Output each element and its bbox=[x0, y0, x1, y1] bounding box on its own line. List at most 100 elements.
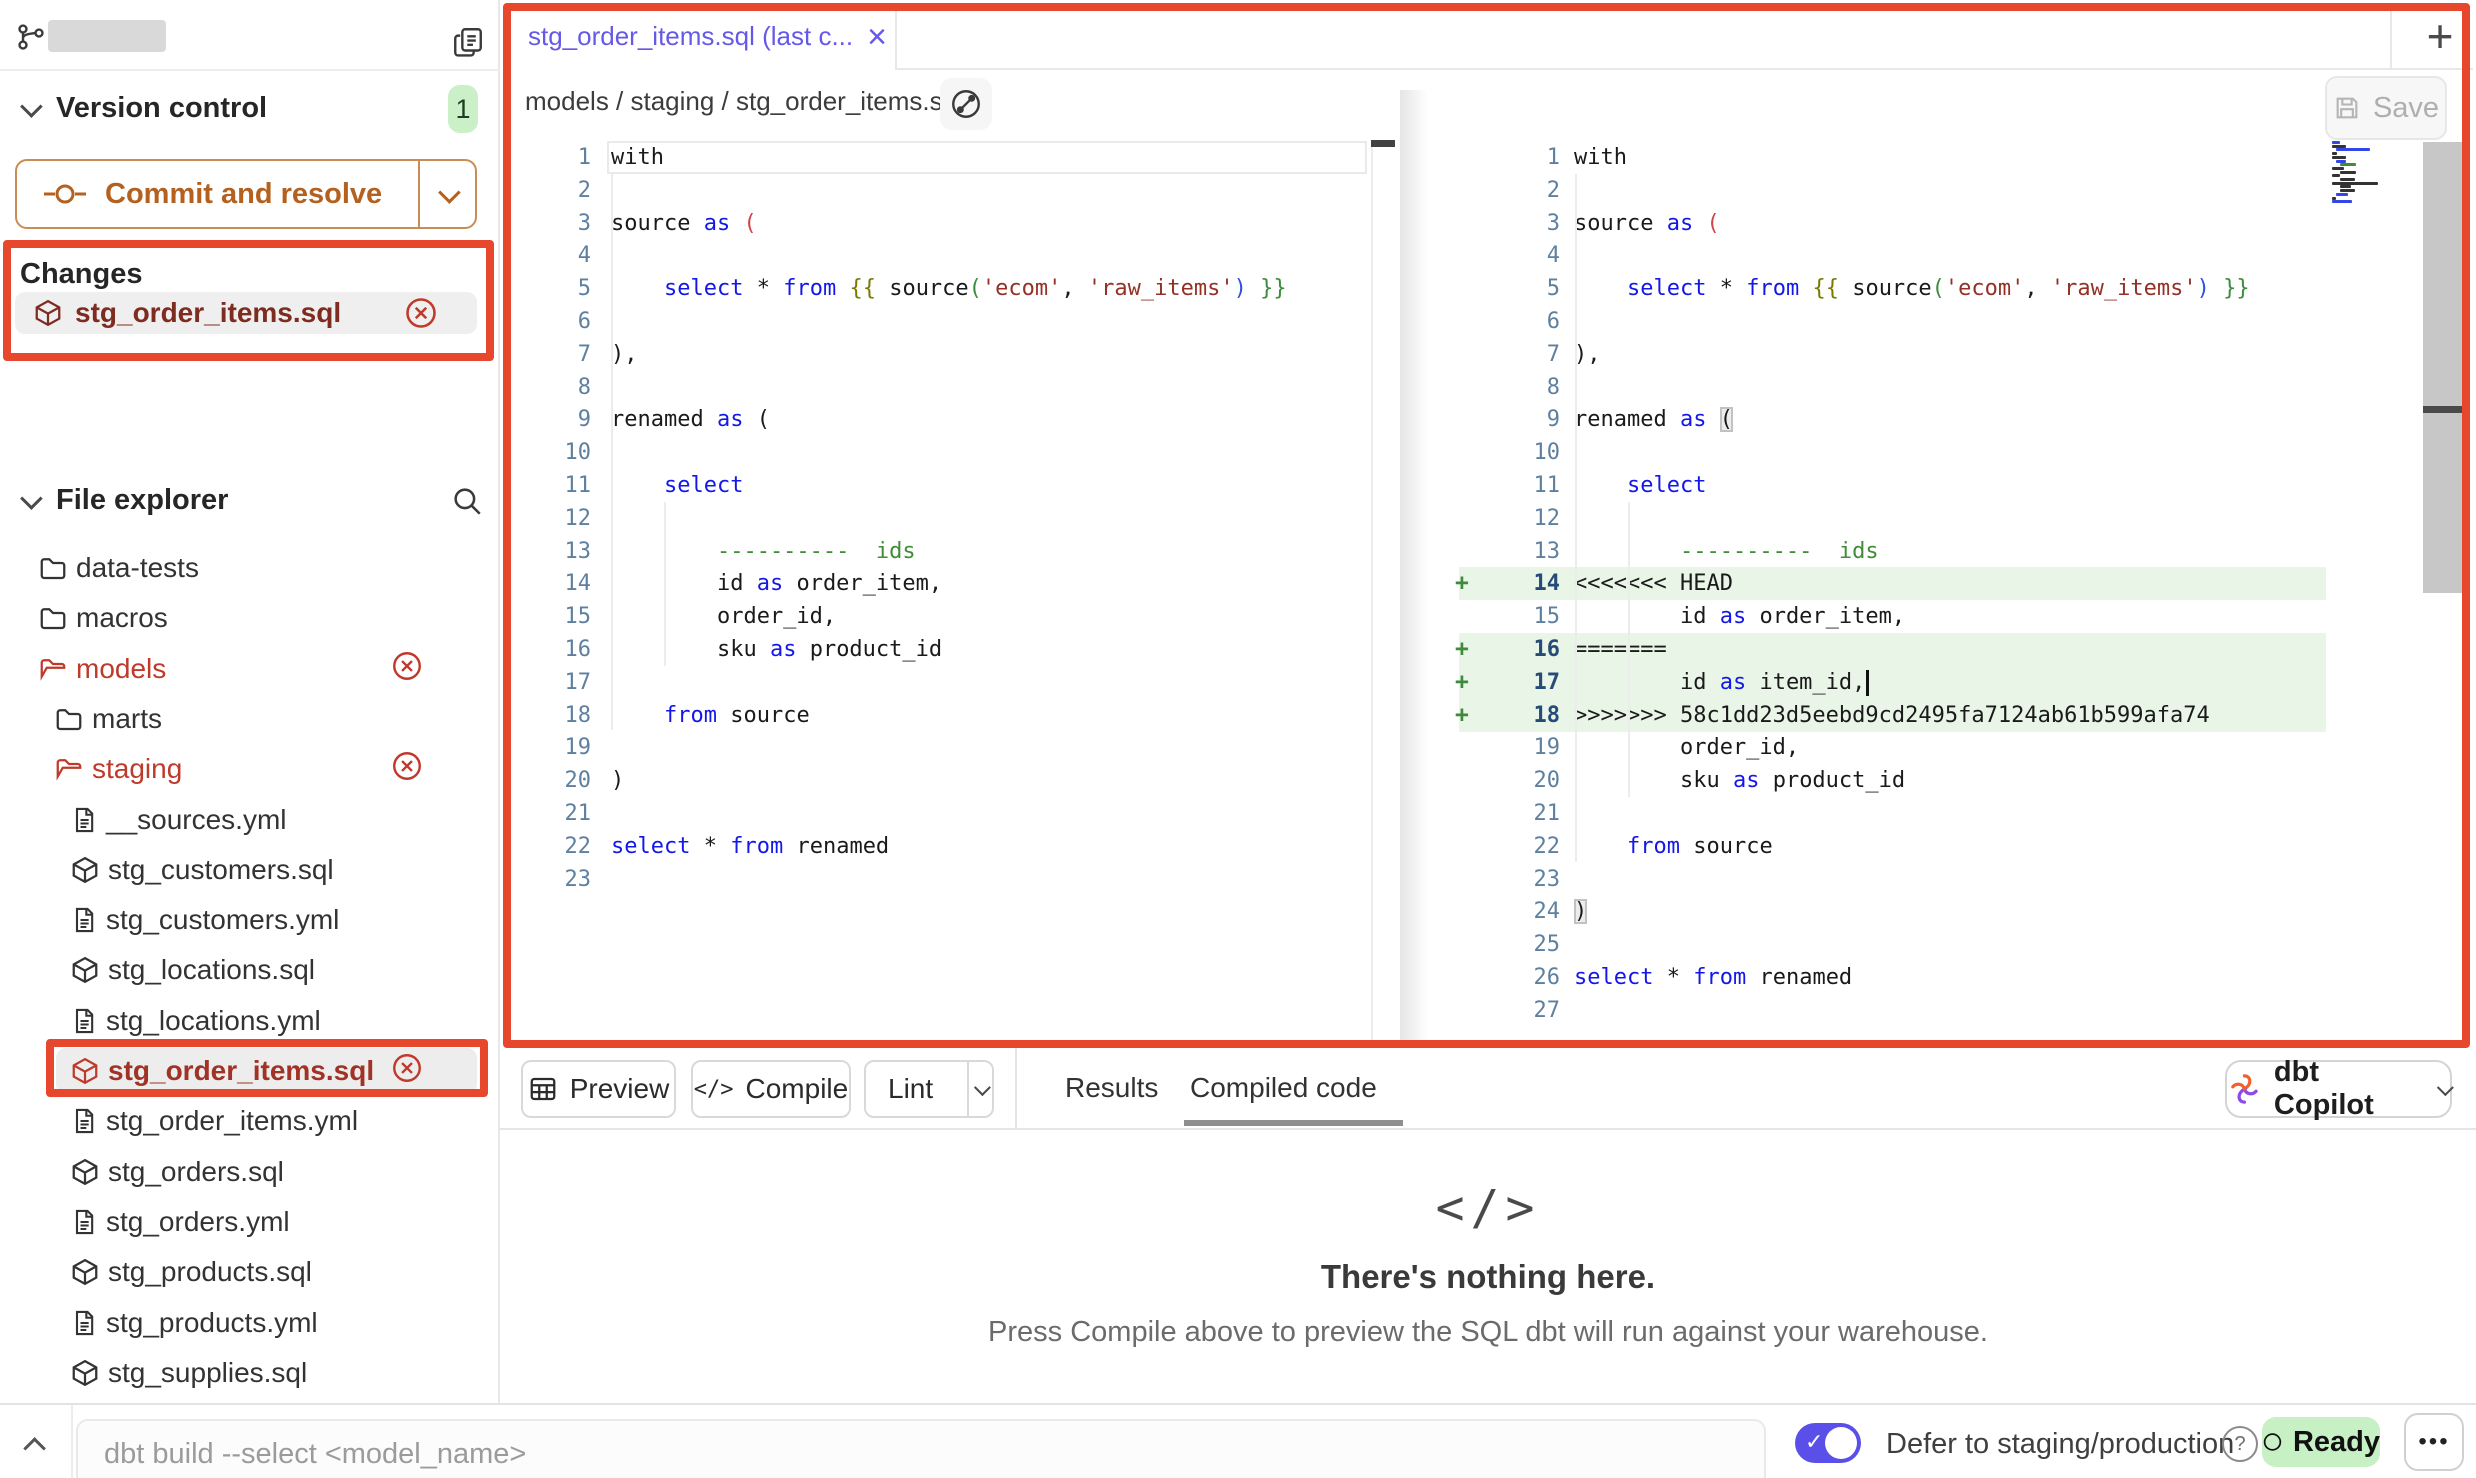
code-line-24[interactable]: 24) bbox=[1400, 895, 2423, 928]
commit-dropdown[interactable] bbox=[418, 161, 475, 227]
code-line-19[interactable]: 19 order_id, bbox=[1400, 731, 2423, 764]
code-line-6[interactable]: 6 bbox=[503, 305, 1371, 338]
code-line-5[interactable]: 5 select * from {{ source('ecom', 'raw_i… bbox=[503, 272, 1371, 305]
discard-change-icon[interactable] bbox=[403, 295, 439, 331]
discard-change-icon[interactable] bbox=[390, 649, 430, 689]
file-tree-item-macros[interactable]: macros bbox=[0, 593, 500, 643]
file-tree-item--sources-yml[interactable]: __sources.yml bbox=[0, 795, 500, 845]
lint-dropdown[interactable] bbox=[967, 1062, 992, 1116]
file-tree-item-stg-locations-sql[interactable]: stg_locations.sql bbox=[0, 945, 500, 995]
code-line-21[interactable]: 21 bbox=[503, 797, 1371, 830]
defer-toggle[interactable]: ✓ bbox=[1795, 1423, 1861, 1463]
lineage-icon[interactable] bbox=[940, 78, 992, 130]
file-tree-item-stg-orders-yml[interactable]: stg_orders.yml bbox=[0, 1197, 500, 1247]
code-line-17[interactable]: 17 bbox=[503, 666, 1371, 699]
code-line-18[interactable]: +18 >>>>>>> 58c1dd23d5eebd9cd2495fa7124ab… bbox=[1400, 698, 2423, 732]
code-line-6[interactable]: 6 bbox=[1400, 305, 2423, 338]
preview-button[interactable]: Preview bbox=[521, 1060, 676, 1118]
code-line-22[interactable]: 22 from source bbox=[1400, 830, 2423, 863]
code-line-22[interactable]: 22 select * from renamed bbox=[503, 830, 1371, 863]
code-line-9[interactable]: 9 renamed as ( bbox=[1400, 403, 2423, 436]
file-tree-item-staging[interactable]: staging bbox=[0, 744, 500, 794]
file-tree-item-stg-products-yml[interactable]: stg_products.yml bbox=[0, 1298, 500, 1348]
code-line-3[interactable]: 3 source as ( bbox=[1400, 207, 2423, 240]
expand-panel-icon[interactable] bbox=[23, 1437, 46, 1460]
changed-file-item[interactable]: stg_order_items.sql bbox=[15, 292, 477, 334]
code-line-16[interactable]: 16 sku as product_id bbox=[503, 633, 1371, 666]
code-line-14[interactable]: 14 id as order_item, bbox=[503, 567, 1371, 600]
code-line-15[interactable]: 15 order_id, bbox=[503, 600, 1371, 633]
lint-label[interactable]: Lint bbox=[888, 1073, 934, 1104]
editor-pane-right[interactable]: 1 with 2 3 source as (4 5 select * from {{ so… bbox=[1400, 0, 2423, 1048]
left-scrollbar-thumb[interactable] bbox=[1371, 140, 1395, 147]
code-line-8[interactable]: 8 bbox=[503, 371, 1371, 404]
code-line-16[interactable]: +16 ======= bbox=[1400, 633, 2423, 666]
dbt-copilot-button[interactable]: dbt Copilot bbox=[2225, 1056, 2454, 1121]
minimap[interactable] bbox=[2332, 141, 2390, 205]
code-line-15[interactable]: 15 id as order_item, bbox=[1400, 600, 2423, 633]
code-line-13[interactable]: 13 ---------- ids bbox=[1400, 535, 2423, 568]
editor-pane-left[interactable]: 1 with 2 3 source as (4 5 select * from {{ so… bbox=[503, 0, 1371, 1048]
chevron-down-icon[interactable] bbox=[20, 95, 43, 118]
code-line-2[interactable]: 2 bbox=[503, 174, 1371, 207]
commit-and-resolve-button[interactable]: Commit and resolve bbox=[15, 159, 477, 229]
save-button[interactable]: Save bbox=[2325, 76, 2447, 140]
code-line-1[interactable]: 1 with bbox=[1400, 141, 2423, 174]
code-line-11[interactable]: 11 select bbox=[503, 469, 1371, 502]
tab-results[interactable]: Results bbox=[1065, 1072, 1159, 1103]
ide-status-badge[interactable]: Ready bbox=[2262, 1417, 2380, 1467]
file-tree-item-stg-order-items-yml[interactable]: stg_order_items.yml bbox=[0, 1096, 500, 1146]
code-line-21[interactable]: 21 bbox=[1400, 797, 2423, 830]
file-tree-item-stg-locations-yml[interactable]: stg_locations.yml bbox=[0, 996, 500, 1046]
right-scrollbar[interactable] bbox=[2423, 142, 2463, 593]
code-line-25[interactable]: 25 bbox=[1400, 928, 2423, 961]
code-line-19[interactable]: 19 bbox=[503, 731, 1371, 764]
code-line-4[interactable]: 4 bbox=[503, 239, 1371, 272]
discard-change-icon[interactable] bbox=[390, 1051, 430, 1091]
code-line-10[interactable]: 10 bbox=[503, 436, 1371, 469]
file-tree-item-stg-order-items-sql[interactable]: stg_order_items.sql bbox=[0, 1046, 500, 1096]
chevron-down-icon[interactable] bbox=[20, 487, 43, 510]
discard-change-icon[interactable] bbox=[390, 749, 430, 789]
code-line-5[interactable]: 5 select * from {{ source('ecom', 'raw_i… bbox=[1400, 272, 2423, 305]
code-line-13[interactable]: 13 ---------- ids bbox=[503, 535, 1371, 568]
close-icon[interactable]: × bbox=[867, 17, 887, 56]
file-tree-item-stg-products-sql[interactable]: stg_products.sql bbox=[0, 1247, 500, 1297]
code-line-7[interactable]: 7), bbox=[1400, 338, 2423, 371]
code-line-20[interactable]: 20 sku as product_id bbox=[1400, 764, 2423, 797]
code-line-7[interactable]: 7), bbox=[503, 338, 1371, 371]
code-line-12[interactable]: 12 bbox=[1400, 502, 2423, 535]
file-tree-item-models[interactable]: models bbox=[0, 644, 500, 694]
copy-files-icon[interactable] bbox=[450, 24, 486, 60]
code-line-14[interactable]: +14 <<<<<<< HEAD bbox=[1400, 567, 2423, 601]
code-line-12[interactable]: 12 bbox=[503, 502, 1371, 535]
tab-compiled-code[interactable]: Compiled code bbox=[1190, 1072, 1377, 1103]
file-tree-item-stg-customers-sql[interactable]: stg_customers.sql bbox=[0, 845, 500, 895]
compile-button[interactable]: </> Compile bbox=[691, 1060, 851, 1118]
file-tree-item-stg-customers-yml[interactable]: stg_customers.yml bbox=[0, 895, 500, 945]
file-tree-item-data-tests[interactable]: data-tests bbox=[0, 543, 500, 593]
code-line-2[interactable]: 2 bbox=[1400, 174, 2423, 207]
code-line-18[interactable]: 18 from source bbox=[503, 699, 1371, 732]
code-line-20[interactable]: 20) bbox=[503, 764, 1371, 797]
file-tree-item-stg-supplies-sql[interactable]: stg_supplies.sql bbox=[0, 1348, 500, 1398]
file-tree-item-stg-orders-sql[interactable]: stg_orders.sql bbox=[0, 1147, 500, 1197]
lint-button[interactable]: Lint bbox=[864, 1060, 994, 1118]
code-line-27[interactable]: 27 bbox=[1400, 994, 2423, 1027]
command-input[interactable]: dbt build --select <model_name> bbox=[76, 1419, 1766, 1478]
code-line-1[interactable]: 1 with bbox=[503, 141, 1371, 174]
code-line-11[interactable]: 11 select bbox=[1400, 469, 2423, 502]
code-line-23[interactable]: 23 bbox=[1400, 863, 2423, 896]
help-icon[interactable]: ? bbox=[2222, 1426, 2258, 1462]
search-icon[interactable] bbox=[448, 482, 486, 520]
new-tab-button[interactable]: + bbox=[2426, 10, 2454, 62]
code-line-4[interactable]: 4 bbox=[1400, 239, 2423, 272]
code-line-23[interactable]: 23 bbox=[503, 863, 1371, 896]
code-line-3[interactable]: 3 source as ( bbox=[503, 207, 1371, 240]
more-options-button[interactable]: ••• bbox=[2404, 1413, 2464, 1471]
code-line-9[interactable]: 9 renamed as ( bbox=[503, 403, 1371, 436]
code-line-10[interactable]: 10 bbox=[1400, 436, 2423, 469]
tab-stg-order-items[interactable]: stg_order_items.sql (last c... × bbox=[503, 3, 897, 70]
code-line-26[interactable]: 26 select * from renamed bbox=[1400, 961, 2423, 994]
file-tree-item-marts[interactable]: marts bbox=[0, 694, 500, 744]
